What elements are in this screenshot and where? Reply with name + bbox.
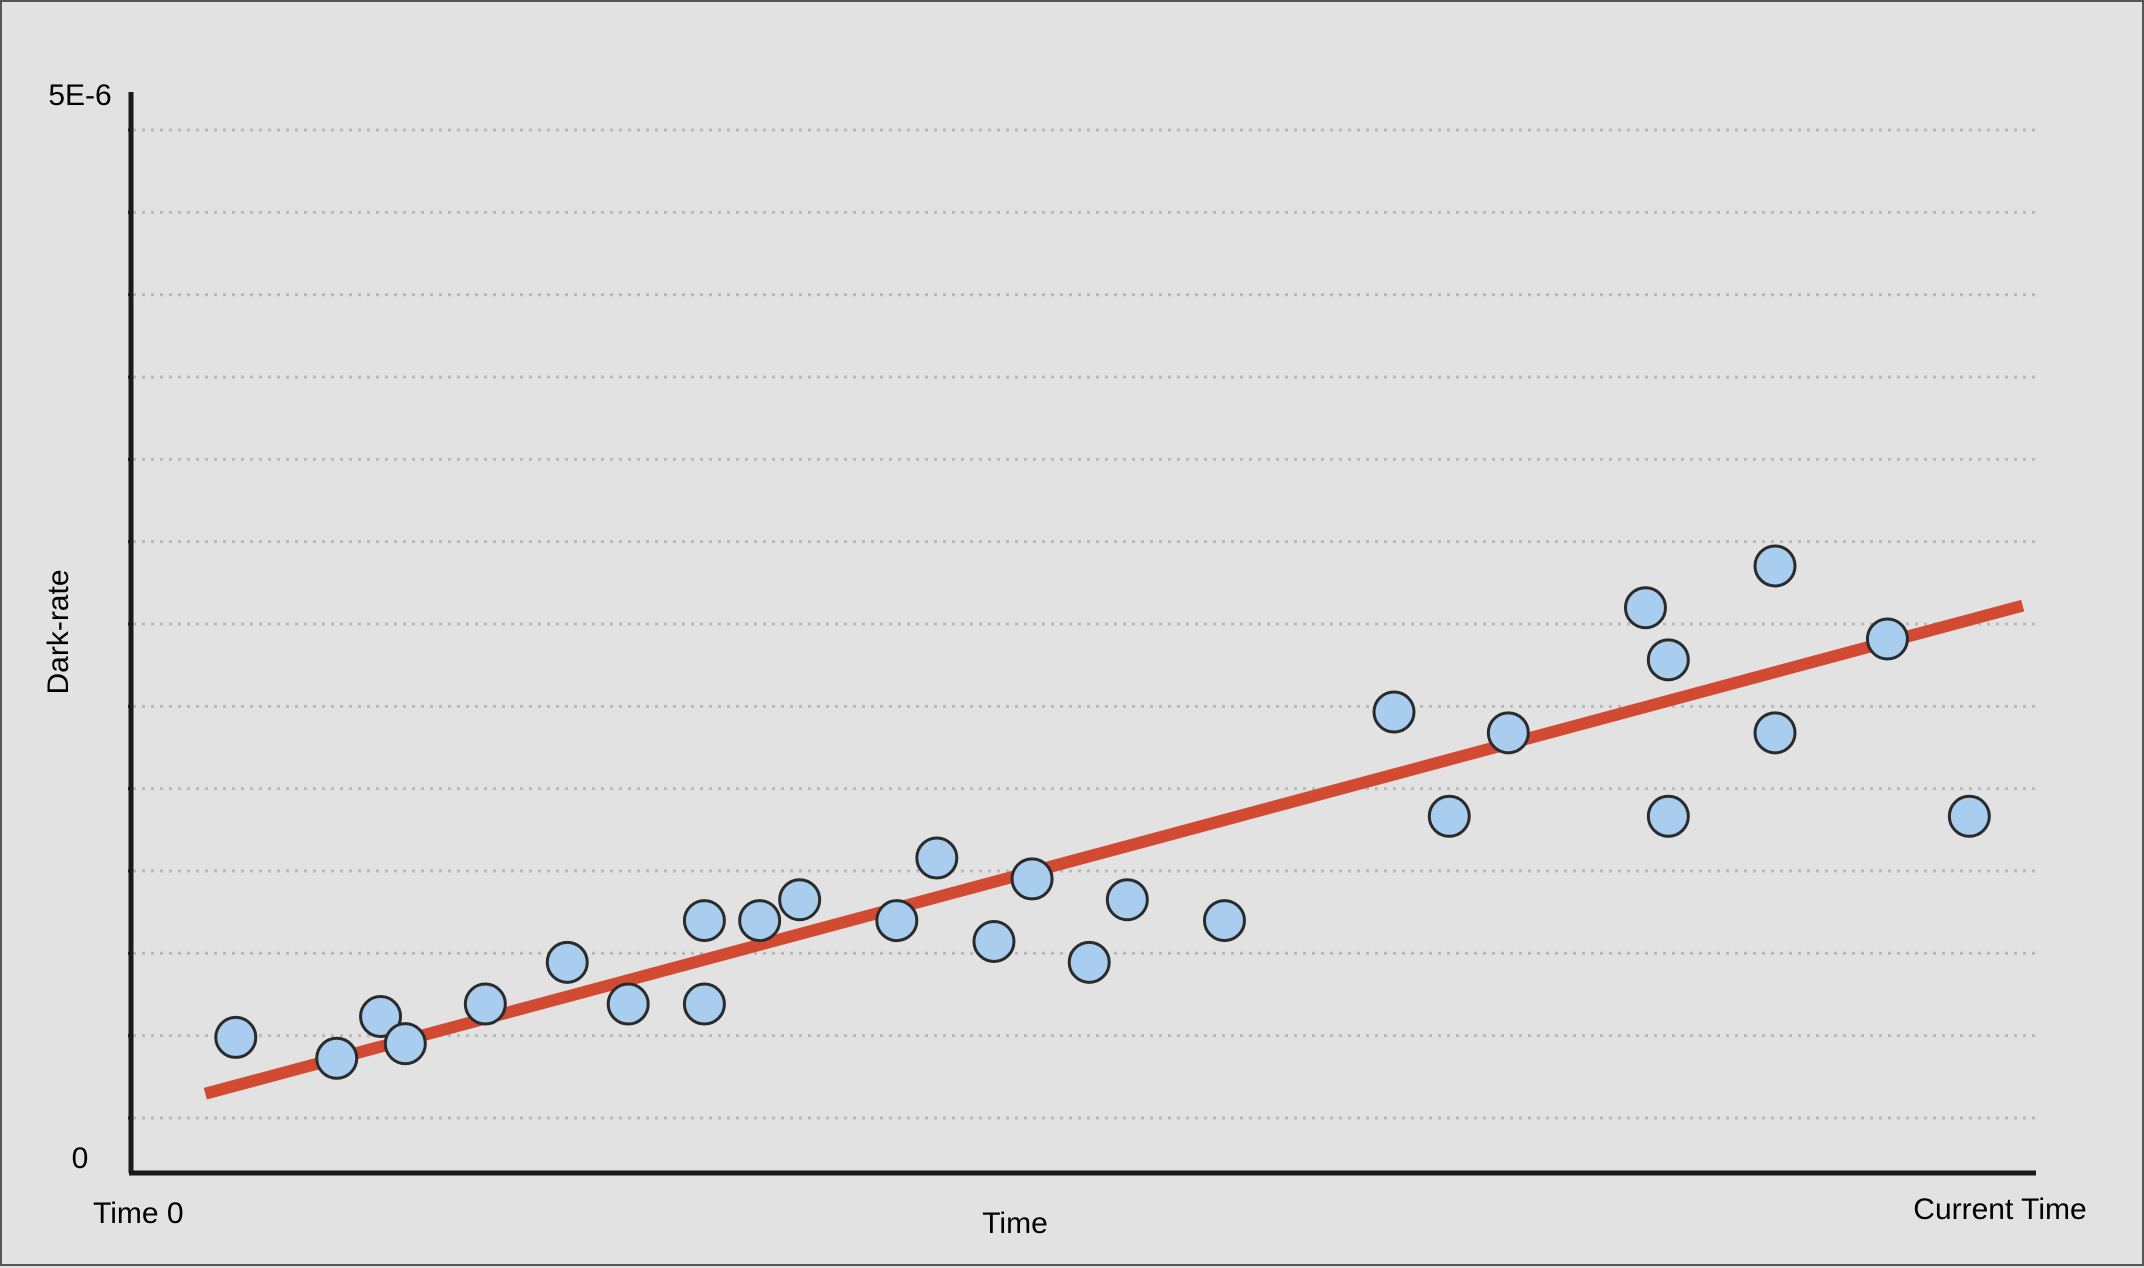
data-point [915,836,959,880]
data-point [1372,690,1416,734]
gridlines [128,128,2036,1120]
axes [128,92,2036,1176]
trend-layer [203,599,2025,1100]
data-point [778,878,822,922]
data-point [1947,794,1991,838]
data-point [1646,638,1690,682]
data-point [972,919,1016,963]
x-axis-label: Time [982,1207,1048,1240]
data-point [875,899,919,943]
data-point [1202,899,1246,943]
data-point [545,940,589,984]
data-point [606,982,650,1026]
data-point [1646,794,1690,838]
data-point [1067,940,1111,984]
data-point [1623,586,1667,630]
data-point [383,1022,427,1066]
data-point [682,899,726,943]
trend-line [203,599,2025,1100]
data-point [1486,711,1530,755]
y-tick-max: 5E-6 [48,79,111,112]
data-point [1753,544,1797,588]
data-point [682,982,726,1026]
data-point [1427,794,1471,838]
y-axis-label: Dark-rate [42,569,75,694]
data-points [214,544,1991,1080]
data-point [1105,878,1149,922]
y-tick-zero: 0 [72,1142,89,1175]
data-point [214,1015,258,1059]
x-end-label: Current Time [1913,1193,2086,1226]
data-point [1865,617,1909,661]
data-point [463,982,507,1026]
data-point [359,995,403,1039]
data-point [1753,711,1797,755]
data-point [738,899,782,943]
x-start-label: Time 0 [93,1197,184,1230]
data-point [315,1036,359,1080]
data-point [1010,857,1054,901]
